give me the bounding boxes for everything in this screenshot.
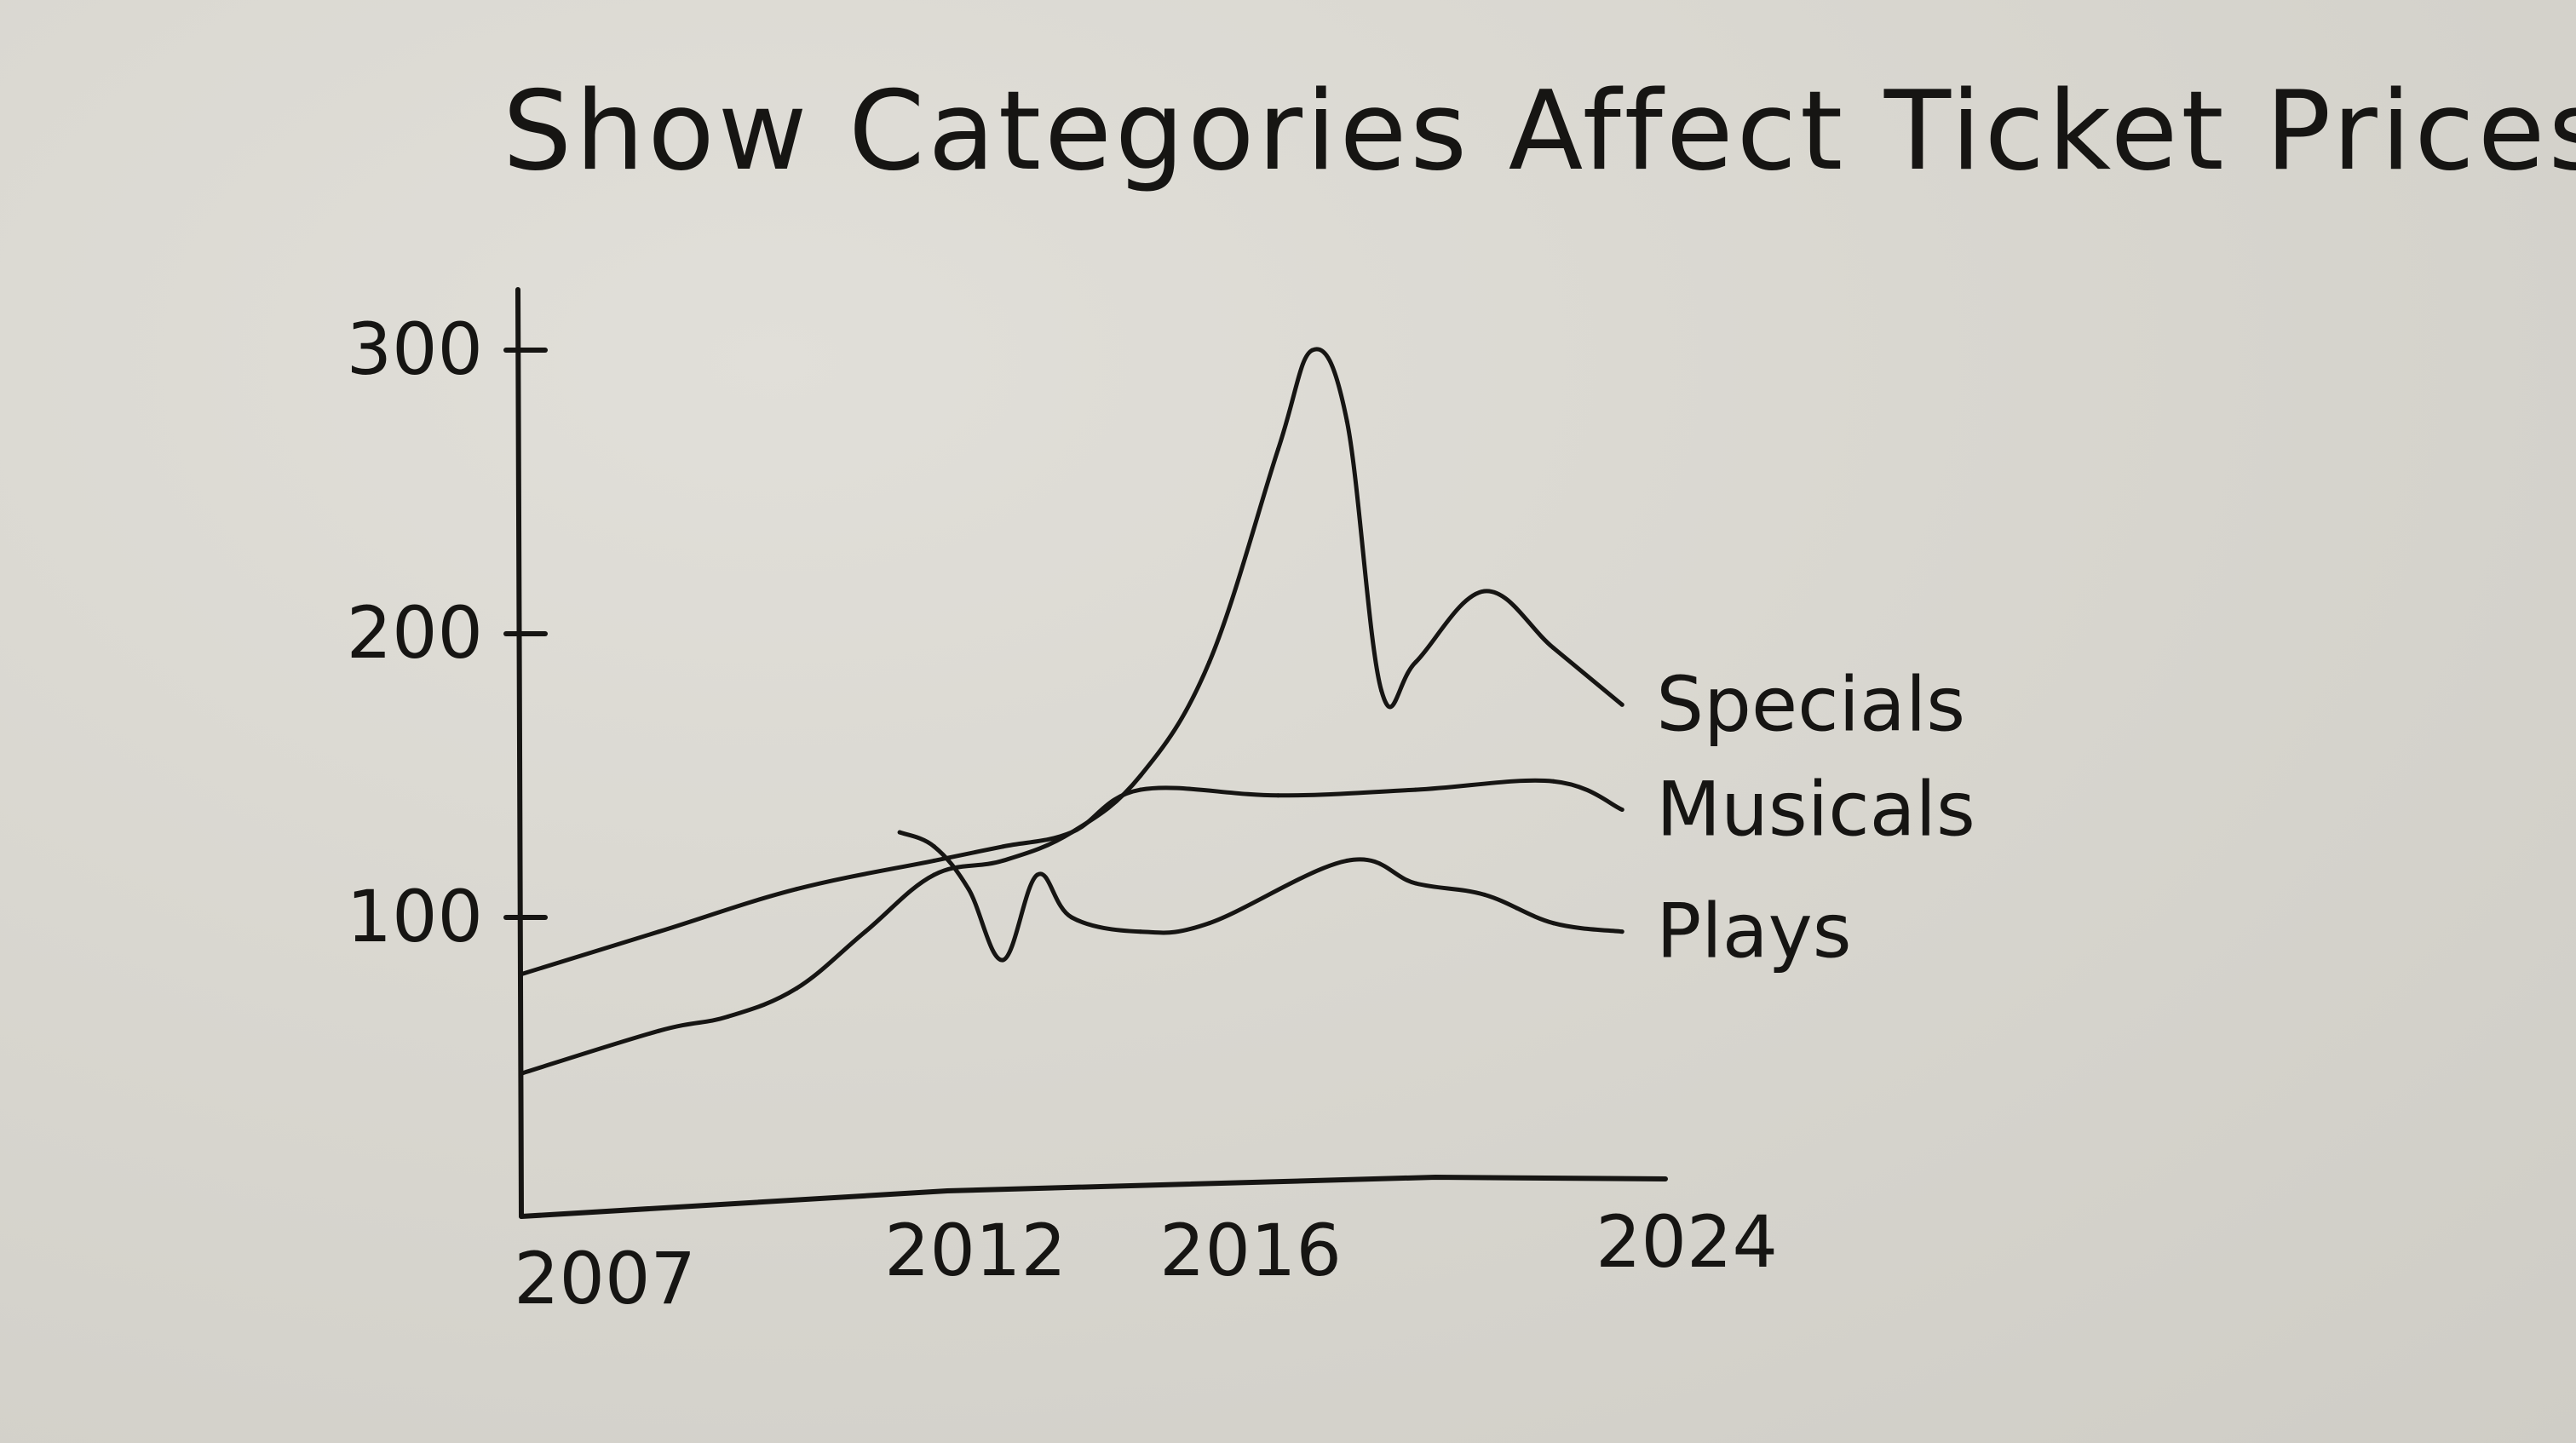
- data-point-musicals: [1551, 779, 1555, 784]
- series-label-specials: Specials: [1656, 660, 1965, 748]
- data-point-specials: [1207, 659, 1212, 664]
- data-point-musicals: [519, 972, 524, 977]
- x-tick-label: 2012: [884, 1209, 1067, 1292]
- data-point-plays: [1413, 881, 1418, 886]
- data-point-plays: [1069, 915, 1074, 920]
- y-tick-label: 100: [347, 875, 483, 958]
- data-point-plays: [897, 830, 902, 835]
- data-point-plays: [1551, 921, 1555, 926]
- data-point-plays: [932, 844, 937, 849]
- data-point-plays: [1000, 957, 1005, 963]
- y-tick-label: 200: [347, 591, 483, 675]
- data-point-plays: [1207, 921, 1212, 926]
- y-tick-label: 300: [347, 308, 483, 391]
- series-label-plays: Plays: [1656, 888, 1851, 975]
- data-point-specials: [1000, 858, 1005, 863]
- data-point-specials: [519, 1071, 524, 1076]
- series-label-musicals: Musicals: [1656, 765, 1975, 853]
- series-line-musicals: [519, 778, 1624, 977]
- data-point-specials: [932, 872, 937, 877]
- x-tick-label: 2016: [1159, 1209, 1342, 1292]
- data-point-specials: [1619, 702, 1624, 707]
- x-axis-line: [519, 1174, 1668, 1219]
- data-point-musicals: [1000, 844, 1005, 849]
- data-point-plays: [1035, 872, 1040, 877]
- x-tick-label: 2007: [514, 1237, 696, 1320]
- data-point-musicals: [1619, 808, 1624, 812]
- data-point-specials: [1138, 773, 1143, 778]
- series-lines: [519, 347, 1624, 1076]
- data-point-specials: [1482, 589, 1487, 594]
- data-point-musicals: [657, 929, 661, 934]
- series-line-plays: [897, 830, 1624, 963]
- data-point-musicals: [1138, 787, 1143, 792]
- chart-labels: 100 200 300 2007 2012 2016 2024 Specials Musical…: [347, 308, 1975, 1320]
- axes: [503, 287, 1668, 1219]
- data-point-specials: [1344, 418, 1349, 423]
- data-point-plays: [1138, 929, 1143, 934]
- data-point-plays: [1344, 858, 1349, 863]
- data-point-plays: [1482, 892, 1487, 897]
- data-point-plays: [1619, 929, 1624, 934]
- data-point-plays: [966, 887, 971, 892]
- data-point-specials: [1379, 688, 1384, 693]
- data-point-musicals: [1275, 793, 1280, 798]
- data-point-specials: [1275, 447, 1280, 451]
- data-point-specials: [794, 986, 799, 991]
- x-tick-label: 2024: [1596, 1200, 1778, 1284]
- data-point-specials: [1310, 348, 1315, 353]
- data-point-musicals: [794, 887, 799, 892]
- data-point-specials: [725, 1015, 730, 1019]
- data-point-specials: [863, 929, 868, 934]
- data-point-musicals: [932, 858, 937, 863]
- data-point-musicals: [1069, 830, 1074, 835]
- data-point-specials: [1551, 646, 1555, 651]
- series-line-specials: [519, 347, 1624, 1076]
- data-point-specials: [657, 1028, 661, 1033]
- y-axis-line: [515, 287, 524, 1219]
- data-point-musicals: [1413, 787, 1418, 792]
- data-point-specials: [1413, 659, 1418, 664]
